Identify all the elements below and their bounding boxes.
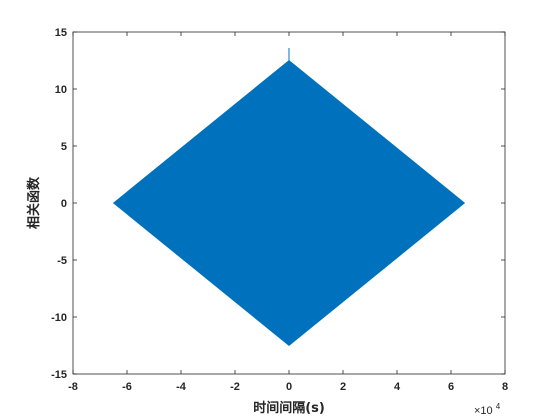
y-tick-label: 10: [55, 84, 67, 96]
x-tick-label: -2: [230, 381, 240, 393]
y-tick-label: -5: [57, 255, 67, 267]
y-axis: -15 -10 -5 0 5 10 15: [51, 27, 505, 381]
x-tick-label: 6: [448, 381, 454, 393]
x-axis-exponent: ×10 4: [474, 402, 501, 417]
x-tick-label: 8: [502, 381, 508, 393]
x-tick-label: 2: [340, 381, 346, 393]
x-axis: -8 -6 -4 -2 0 2 4 6 8: [68, 32, 508, 393]
y-tick-label: 5: [61, 141, 67, 153]
x-tick-label: -8: [68, 381, 78, 393]
x-axis-label: 时间间隔(s): [253, 400, 325, 416]
y-tick-label: 0: [61, 198, 67, 210]
y-tick-label: -15: [51, 369, 67, 381]
x-tick-label: -6: [122, 381, 132, 393]
x-tick-label: 4: [394, 381, 401, 393]
x-axis-exponent-base: ×10: [474, 405, 493, 417]
y-axis-label: 相关函数: [26, 176, 42, 229]
x-tick-label: 0: [286, 381, 292, 393]
y-tick-label: -10: [51, 312, 67, 324]
series-layer: [112, 47, 466, 347]
x-axis-exponent-power: 4: [496, 402, 501, 411]
y-tick-label: 15: [55, 27, 67, 39]
x-tick-label: -4: [176, 381, 187, 393]
